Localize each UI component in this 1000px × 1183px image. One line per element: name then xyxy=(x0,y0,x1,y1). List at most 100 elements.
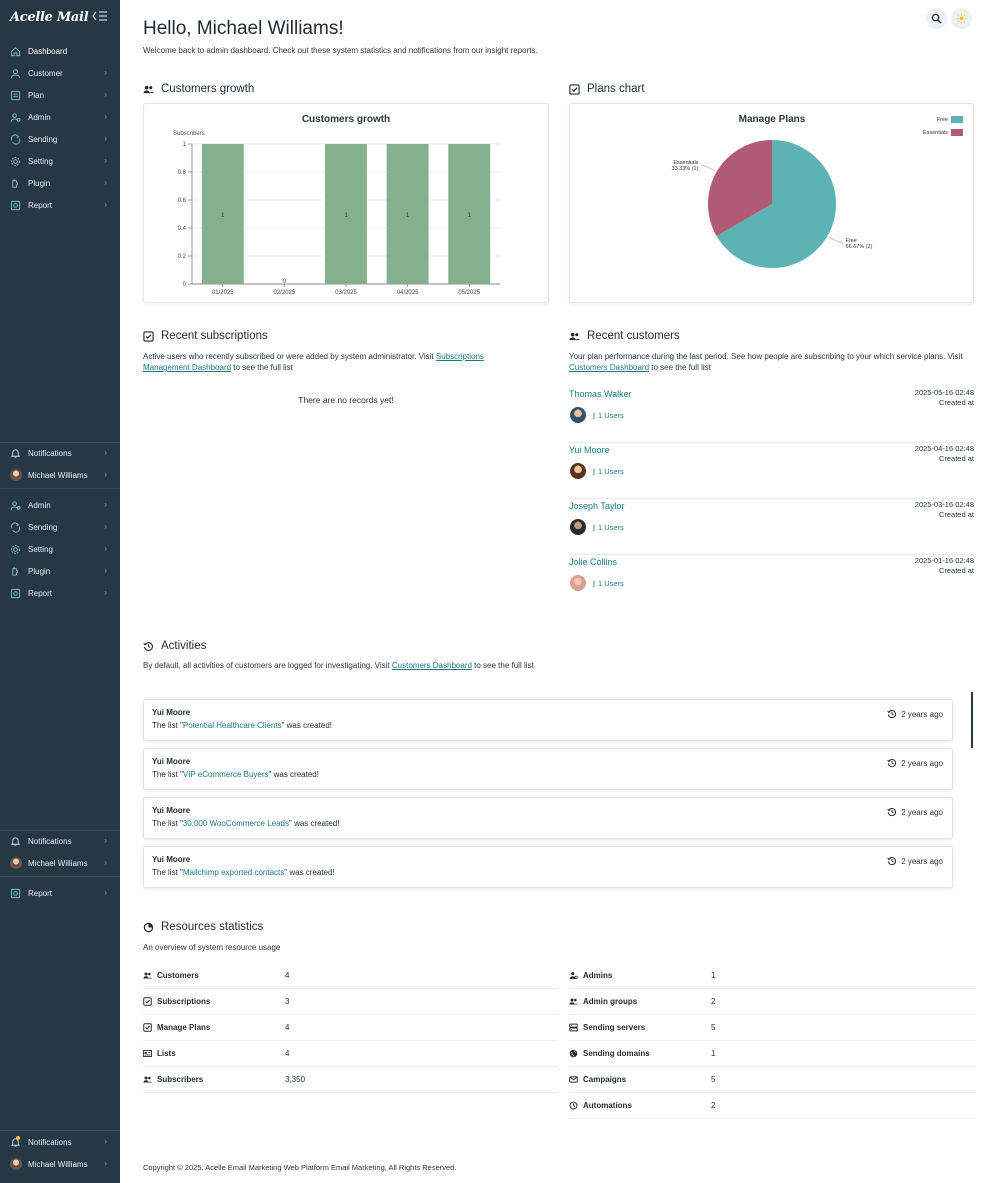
sidebar-item-user[interactable]: Michael Williams › xyxy=(0,852,120,874)
plugin-icon xyxy=(10,178,21,189)
sidebar-item-dashboard[interactable]: Dashboard xyxy=(0,40,120,62)
plans-icon xyxy=(143,1023,152,1032)
resource-label: Lists xyxy=(157,1049,176,1058)
resource-value: 4 xyxy=(285,1049,290,1058)
sidebar-divider xyxy=(0,442,120,443)
sidebar-item-report[interactable]: Report › xyxy=(0,582,120,604)
activity-text-part: The list " xyxy=(152,819,183,828)
footer-copyright: Copyright © 2025. Acelle Email Marketing… xyxy=(143,1163,457,1172)
sidebar-item-setting[interactable]: Setting › xyxy=(0,538,120,560)
sidebar-item-label: Admin xyxy=(28,500,51,510)
checklist-icon xyxy=(569,83,580,95)
avatar xyxy=(10,857,22,869)
sidebar-item-label: Plugin xyxy=(28,566,51,576)
customer-name-link[interactable]: Yui Moore xyxy=(569,445,610,455)
resource-label: Sending servers xyxy=(583,1023,646,1032)
sidebar-group-3-items: Report › xyxy=(0,882,120,904)
chevron-right-icon: › xyxy=(104,858,107,867)
date-label: Created at xyxy=(938,566,974,575)
section-title-text: Plans chart xyxy=(587,83,645,95)
sidebar-item-label: Setting xyxy=(28,156,53,166)
resource-label: Campaigns xyxy=(583,1075,627,1084)
sidebar-item-setting[interactable]: Setting › xyxy=(0,150,120,172)
chevron-right-icon: › xyxy=(104,156,107,165)
users-count[interactable]: 1 Users xyxy=(597,467,624,476)
legend-swatch xyxy=(951,116,963,123)
sidebar-item-label: Dashboard xyxy=(28,46,68,56)
list-link[interactable]: 30,000 WooCommerce Leads xyxy=(182,819,289,828)
search-button[interactable] xyxy=(926,8,947,29)
sidebar-item-report[interactable]: Report › xyxy=(0,882,120,904)
bar xyxy=(325,144,367,284)
desc-text: to see the full list xyxy=(471,661,534,670)
date-label: Created at xyxy=(938,398,974,407)
collapse-sidebar-icon[interactable] xyxy=(92,10,108,26)
chevron-right-icon: › xyxy=(104,448,107,457)
plugin-icon xyxy=(10,566,21,577)
activity-time: 2 years ago xyxy=(887,807,943,817)
chevron-right-icon: › xyxy=(104,68,107,77)
sidebar-item-customer[interactable]: Customer › xyxy=(0,62,120,84)
brand-logo[interactable]: Acelle Mail xyxy=(10,10,89,25)
customer-users-link[interactable]: | 1 Users xyxy=(593,579,624,588)
list-link[interactable]: VIP eCommerce Buyers xyxy=(182,770,269,779)
customer-name-link[interactable]: Jolie Collins xyxy=(569,557,618,567)
scrollbar[interactable] xyxy=(971,692,973,748)
page-title: Hello, Michael Williams! xyxy=(143,18,344,39)
sidebar-item-admin[interactable]: Admin › xyxy=(0,494,120,516)
customers-growth-title: Customers growth xyxy=(143,83,254,95)
time-text: 2 years ago xyxy=(901,807,943,817)
sidebar-item-plan[interactable]: Plan › xyxy=(0,84,120,106)
users-count[interactable]: 1 Users xyxy=(597,411,624,420)
avatar xyxy=(570,407,586,423)
customer-users-link[interactable]: | 1 Users xyxy=(593,523,624,532)
users-count[interactable]: 1 Users xyxy=(597,523,624,532)
activity-item: Yui Moore The list "VIP eCommerce Buyers… xyxy=(143,748,953,790)
resource-value: 2 xyxy=(711,997,716,1006)
resource-row: Subscriptions 3 xyxy=(143,989,558,1015)
customer-name-link[interactable]: Thomas Walker xyxy=(569,389,632,399)
mail-icon xyxy=(569,1075,578,1084)
sidebar-item-plugin[interactable]: Plugin › xyxy=(0,560,120,582)
date-value: 2025-04-16 02:48 xyxy=(914,444,974,453)
resource-label: Manage Plans xyxy=(157,1023,211,1032)
sidebar-item-plugin[interactable]: Plugin › xyxy=(0,172,120,194)
sidebar-item-user[interactable]: Michael Williams › xyxy=(0,1153,120,1175)
avatar xyxy=(570,519,586,535)
sidebar-item-sending[interactable]: Sending › xyxy=(0,516,120,538)
customer-users-link[interactable]: | 1 Users xyxy=(593,467,624,476)
list-link[interactable]: Mailchimp exported contacts xyxy=(182,868,285,877)
section-title-text: Resources statistics xyxy=(161,921,264,933)
resource-row: Sending servers 5 xyxy=(569,1015,976,1041)
bar xyxy=(201,144,244,284)
users-count[interactable]: 1 Users xyxy=(597,579,624,588)
x-tick-label: 01/2025 xyxy=(212,290,234,296)
desc-text: By default, all activities of customers … xyxy=(143,661,392,670)
customer-created-at: 2025-05-16 02:48 Created at xyxy=(915,388,974,408)
list-link[interactable]: Potential Healthcare Clients xyxy=(182,721,282,730)
subscriptions-dashboard-link[interactable]: Subscriptions Management Dashboard xyxy=(143,352,484,372)
sidebar-item-admin[interactable]: Admin › xyxy=(0,106,120,128)
sidebar-item-notifications[interactable]: Notifications › xyxy=(0,442,120,464)
customers-dashboard-link[interactable]: Customers Dashboard xyxy=(569,363,650,372)
desc-text: Active users who recently subscribed or … xyxy=(143,352,436,361)
pie-slice-label: Free xyxy=(846,238,857,244)
activity-text: The list "VIP eCommerce Buyers" was crea… xyxy=(152,770,319,779)
sidebar-item-notifications[interactable]: Notifications › xyxy=(0,830,120,852)
legend-label: Free xyxy=(937,117,948,123)
theme-toggle-button[interactable] xyxy=(951,8,972,29)
customers-dashboard-link[interactable]: Customers Dashboard xyxy=(391,661,472,670)
sidebar-item-report[interactable]: Report › xyxy=(0,194,120,216)
legend-label: Essentials xyxy=(923,130,948,136)
customer-users-link[interactable]: | 1 Users xyxy=(593,411,624,420)
lists-icon xyxy=(143,1049,152,1058)
customer-name-link[interactable]: Joseph Taylor xyxy=(569,501,625,511)
legend-swatch xyxy=(951,129,963,136)
history-icon xyxy=(887,808,897,817)
sidebar-item-notifications[interactable]: Notifications › xyxy=(0,1131,120,1153)
sidebar-item-user[interactable]: Michael Williams › xyxy=(0,464,120,486)
sidebar-item-sending[interactable]: Sending › xyxy=(0,128,120,150)
sidebar-item-label: Michael Williams xyxy=(28,858,88,868)
resource-row: Admins 1 xyxy=(569,963,976,989)
